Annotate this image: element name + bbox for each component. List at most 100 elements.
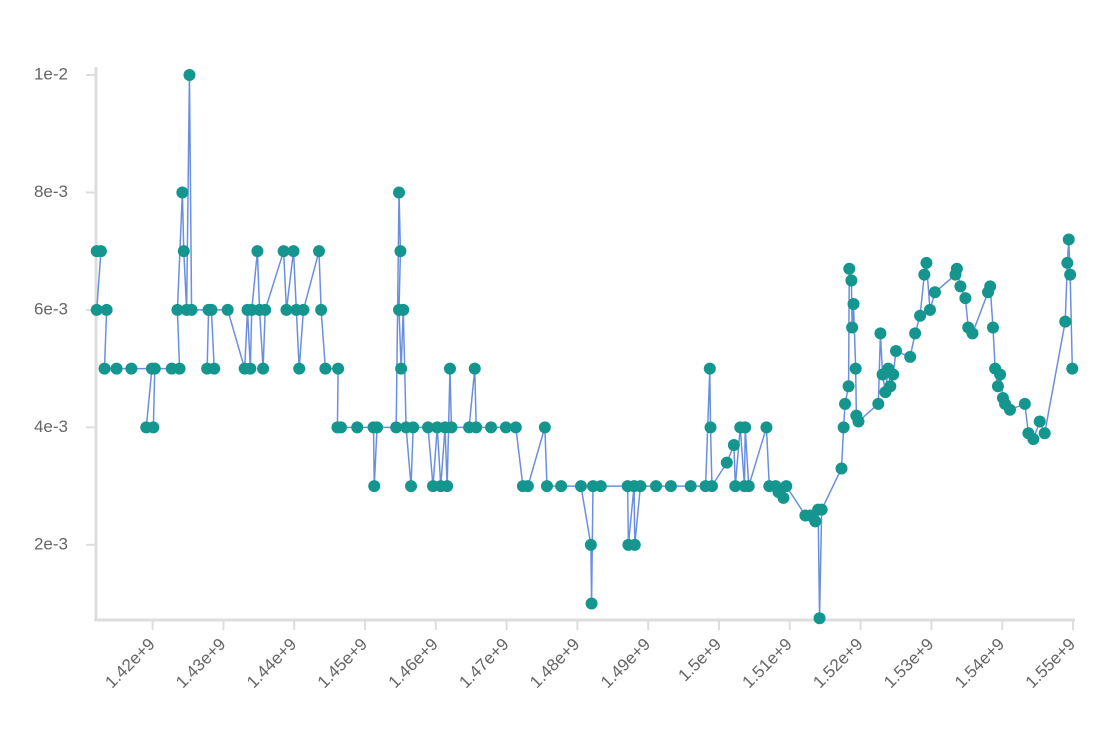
point [422,421,435,434]
point [842,380,855,393]
point [185,303,198,316]
point [849,362,862,375]
point [293,362,306,375]
point [390,421,403,434]
point [313,245,326,258]
x-tick-label: 1.48e+9 [526,635,583,692]
point [994,368,1007,381]
point [297,303,310,316]
point [177,245,190,258]
point [280,303,293,316]
point [221,303,234,316]
point [205,303,218,316]
point [739,421,752,434]
point [684,480,697,493]
x-tick-label: 1.53e+9 [880,635,937,692]
point [845,274,858,287]
point [98,362,111,375]
point [407,421,420,434]
point [847,298,860,311]
point [874,327,887,340]
point [1062,233,1075,246]
point [334,421,347,434]
point [176,186,189,199]
point [257,362,270,375]
point [852,415,865,428]
point [100,303,113,316]
x-tick-label: 1.52e+9 [809,635,866,692]
point [584,538,597,551]
point [509,421,522,434]
point [839,397,852,410]
point [441,480,454,493]
point [923,303,936,316]
point [1027,433,1040,446]
point [890,345,903,358]
point [986,321,999,334]
point [259,303,272,316]
point [371,421,384,434]
point [1003,403,1016,416]
point [835,462,848,475]
y-tick-label: 2e-3 [34,534,68,553]
point [555,480,568,493]
point [90,303,103,316]
y-tick-label: 1e-2 [34,64,68,83]
point [704,421,717,434]
point [904,350,917,363]
point [351,421,364,434]
point [244,362,257,375]
x-tick-label: 1.47e+9 [455,635,512,692]
point [884,380,897,393]
point [628,538,641,551]
point [954,280,967,293]
point [1059,315,1072,328]
point [846,321,859,334]
point [729,480,742,493]
point [470,421,483,434]
point [815,503,828,516]
point [173,362,186,375]
point [594,480,607,493]
point [1033,415,1046,428]
x-tick-label: 1.51e+9 [739,635,796,692]
point [720,456,733,469]
point [208,362,221,375]
point [777,491,790,504]
x-tick-label: 1.45e+9 [314,635,371,692]
point [918,268,931,281]
point [538,421,551,434]
y-tick-label: 8e-3 [34,182,68,201]
y-tick-label: 6e-3 [34,299,68,318]
point [468,362,481,375]
point [1066,362,1079,375]
point [984,280,997,293]
x-tick-label: 1.55e+9 [1022,635,1079,692]
point [443,362,456,375]
point [147,421,160,434]
point [887,368,900,381]
point [991,380,1004,393]
point [319,362,332,375]
point [1064,268,1077,281]
x-tick-label: 1.43e+9 [172,635,229,692]
point [393,186,406,199]
x-tick-label: 1.46e+9 [385,635,442,692]
point [499,421,512,434]
point [872,397,885,410]
point [574,480,587,493]
point [813,612,826,625]
point [485,421,498,434]
point [959,292,972,305]
point [742,480,755,493]
point [650,480,663,493]
point [928,286,941,299]
point [405,480,418,493]
point [760,421,773,434]
x-tick-label: 1.42e+9 [101,635,158,692]
x-tick-label: 1.5e+9 [674,635,725,686]
point [148,362,161,375]
point [703,362,716,375]
point [125,362,138,375]
